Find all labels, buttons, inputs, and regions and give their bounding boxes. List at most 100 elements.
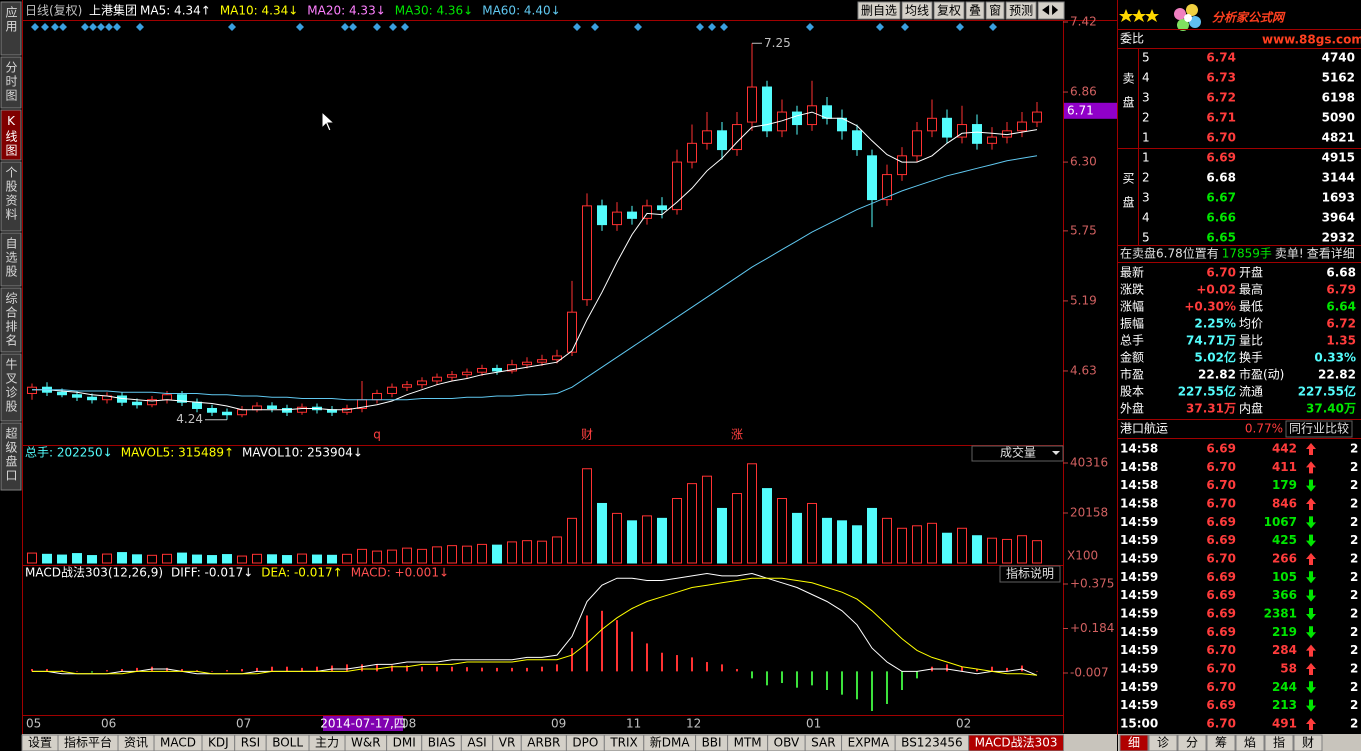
bottom-tab-label: RSI <box>241 736 261 750</box>
quote-tab-label: 筹 <box>1215 736 1227 750</box>
toolbar-button[interactable] <box>1005 1 1037 20</box>
bottom-tab-label: KDJ <box>208 736 229 750</box>
side-tab-label: K线图 <box>4 114 18 158</box>
toolbar-button-label: 叠 <box>969 4 981 18</box>
quote-tab[interactable] <box>1177 734 1207 751</box>
side-tab[interactable] <box>0 422 22 491</box>
toolbar-button[interactable] <box>965 1 985 20</box>
stat-label: 市盈(动) <box>1239 367 1284 382</box>
side-tab[interactable] <box>0 109 22 161</box>
trade-count: 2 <box>1350 606 1358 620</box>
side-tab[interactable] <box>0 287 22 353</box>
petal-center <box>1184 14 1192 22</box>
mouse-cursor <box>321 110 336 132</box>
volume-bar <box>657 517 667 564</box>
volume-bar <box>642 515 652 564</box>
macd-bar <box>511 667 513 672</box>
quote-tab[interactable] <box>1119 734 1149 751</box>
macd-bar <box>736 669 738 672</box>
side-tab[interactable] <box>0 56 22 109</box>
candle-body <box>627 211 637 219</box>
volume-bar <box>702 475 712 564</box>
quote-tab[interactable] <box>1148 734 1178 751</box>
x-tick-label: 12 <box>686 717 701 731</box>
book-volume: 4740 <box>1322 51 1355 65</box>
trade-volume: 58 <box>1280 661 1297 675</box>
trade-arrow <box>1306 607 1316 620</box>
volume-bar <box>27 552 37 564</box>
volume-bar <box>312 554 322 564</box>
trade-volume: 1067 <box>1264 515 1297 529</box>
macd-bar <box>961 666 963 672</box>
signal-diamond <box>573 23 581 31</box>
toolbar-button[interactable] <box>985 1 1005 20</box>
y-tick-label: 6.30 <box>1070 155 1097 169</box>
volume-bar <box>207 555 217 564</box>
stat-label: 外盘 <box>1120 401 1144 416</box>
star <box>1145 9 1159 22</box>
stat-label: 股本 <box>1120 385 1144 399</box>
macd-bar <box>676 655 678 672</box>
side-tab[interactable] <box>0 161 22 232</box>
candle-body <box>612 211 622 226</box>
bottom-tab[interactable] <box>968 734 1065 751</box>
volume-bar <box>837 520 847 564</box>
help-button[interactable] <box>999 565 1061 583</box>
quote-tab[interactable] <box>1206 734 1236 751</box>
header-text: MA10: 4.34↓ <box>220 4 298 18</box>
petal <box>1177 19 1189 31</box>
bottom-tab-label: OBV <box>774 736 800 750</box>
volume-bar <box>87 555 97 564</box>
trade-price: 6.70 <box>1206 478 1236 492</box>
side-tab[interactable] <box>0 353 22 422</box>
candle-body <box>237 409 247 416</box>
volume-bar <box>222 554 232 564</box>
volume-bar <box>387 549 397 564</box>
toolbar-button[interactable] <box>901 1 933 20</box>
volume-bar <box>327 554 337 564</box>
macd-bar <box>976 669 978 672</box>
trade-volume: 105 <box>1272 570 1297 584</box>
quote-tab[interactable] <box>1293 734 1323 751</box>
macd-bar <box>301 667 303 672</box>
macd-bar <box>526 667 528 672</box>
header-text: DEA: -0.017↑ <box>261 566 342 580</box>
book-volume: 4821 <box>1322 131 1355 145</box>
compare-button[interactable] <box>1285 420 1353 438</box>
volume-bar <box>822 517 832 564</box>
dropdown[interactable] <box>971 445 1064 462</box>
quote-tab[interactable] <box>1235 734 1265 751</box>
quote-tab[interactable] <box>1264 734 1294 751</box>
candle-body <box>567 311 577 353</box>
side-tab[interactable] <box>0 232 22 287</box>
y-tick-label: 6.86 <box>1070 85 1097 99</box>
stat-label: 最高 <box>1239 282 1263 297</box>
candle-body <box>297 406 307 413</box>
ratio-label: 委比 <box>1120 32 1144 46</box>
book-level: 5 <box>1142 51 1150 65</box>
macd-bar <box>226 670 228 672</box>
trade-count: 2 <box>1350 515 1358 529</box>
candle-body <box>597 205 607 226</box>
volume-bar <box>942 532 952 564</box>
macd-bar <box>496 667 498 672</box>
macd-bar <box>856 671 858 700</box>
signal-diamond <box>136 23 144 31</box>
x-tick-label: 02 <box>956 717 971 731</box>
volume-bar <box>717 507 727 564</box>
nav-button[interactable] <box>1037 1 1065 20</box>
toolbar-button[interactable] <box>857 1 901 20</box>
book-price: 6.65 <box>1206 231 1236 245</box>
side-tab-label: 个股资料 <box>4 166 18 222</box>
help-label: 指标说明 <box>1006 566 1054 581</box>
macd-bar <box>826 671 828 691</box>
bottom-tab-label: ARBR <box>527 736 560 750</box>
side-tab[interactable] <box>0 1 22 56</box>
period: 日线(复权) <box>25 4 82 18</box>
volume-bar <box>147 554 157 564</box>
macd-bar <box>331 665 333 672</box>
stat-value: 2.25% <box>1194 317 1236 331</box>
macd-bar <box>31 669 33 672</box>
book-volume: 6198 <box>1322 91 1355 105</box>
toolbar-button[interactable] <box>933 1 965 20</box>
